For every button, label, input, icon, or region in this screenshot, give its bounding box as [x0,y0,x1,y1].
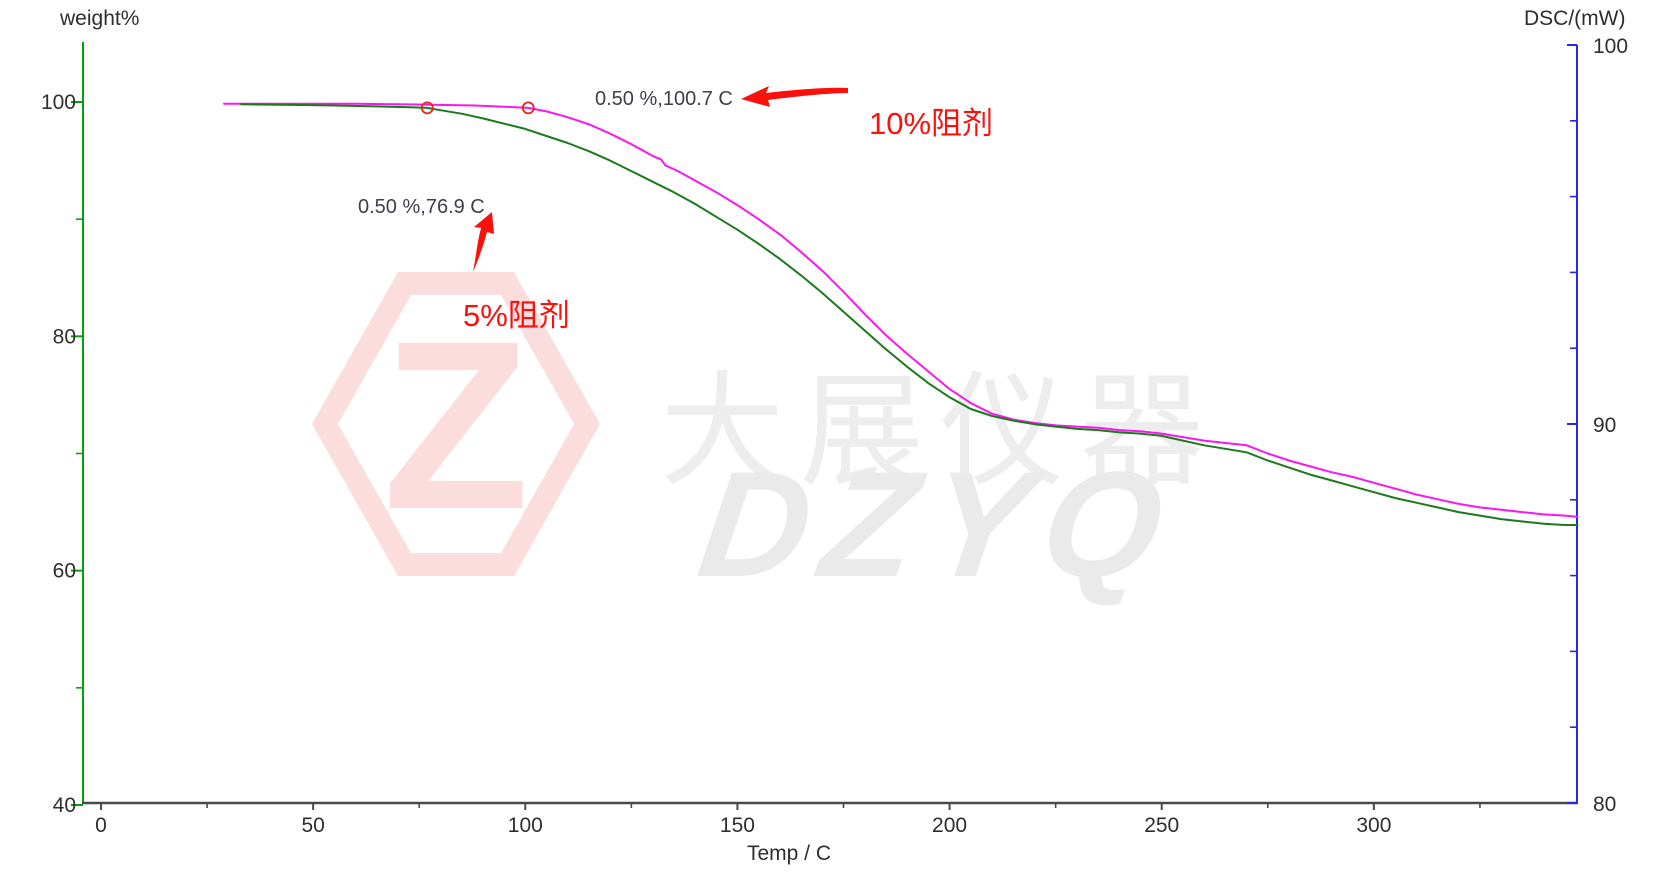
x-tick-label: 300 [1356,814,1391,837]
x-tick-label: 0 [95,814,107,837]
right-axis-title: DSC/(mW) [1524,7,1626,30]
right-tick-label: 90 [1593,414,1616,437]
x-tick-label: 200 [932,814,967,837]
arrow-to-100-7-annotation [741,86,848,107]
annotation-100-7-c: 0.50 %,100.7 C [595,88,733,110]
right-tick-label: 80 [1593,793,1616,816]
bottom-axis-title: Temp / C [747,842,832,865]
left-axis-title: weight% [60,7,140,30]
left-tick-label: 100 [41,91,76,114]
x-tick-label: 100 [508,814,543,837]
left-tick-label: 40 [53,794,76,817]
label-10pct-retardant: 10%阻剂 [869,106,994,141]
mass-loss-marker [521,101,535,115]
x-tick-label: 50 [301,814,324,837]
left-tick-label: 60 [53,560,76,583]
annotation-76-9-c: 0.50 %,76.9 C [358,196,485,218]
left-tick-label: 80 [53,325,76,348]
label-5pct-retardant: 5%阻剂 [463,298,570,333]
right-tick-label: 100 [1593,35,1628,58]
x-tick-label: 250 [1144,814,1179,837]
arrow-to-76-9-annotation [473,212,494,272]
x-tick-label: 150 [720,814,755,837]
watermark-en-text: DZYQ [690,440,1187,608]
mass-loss-marker [420,101,434,115]
